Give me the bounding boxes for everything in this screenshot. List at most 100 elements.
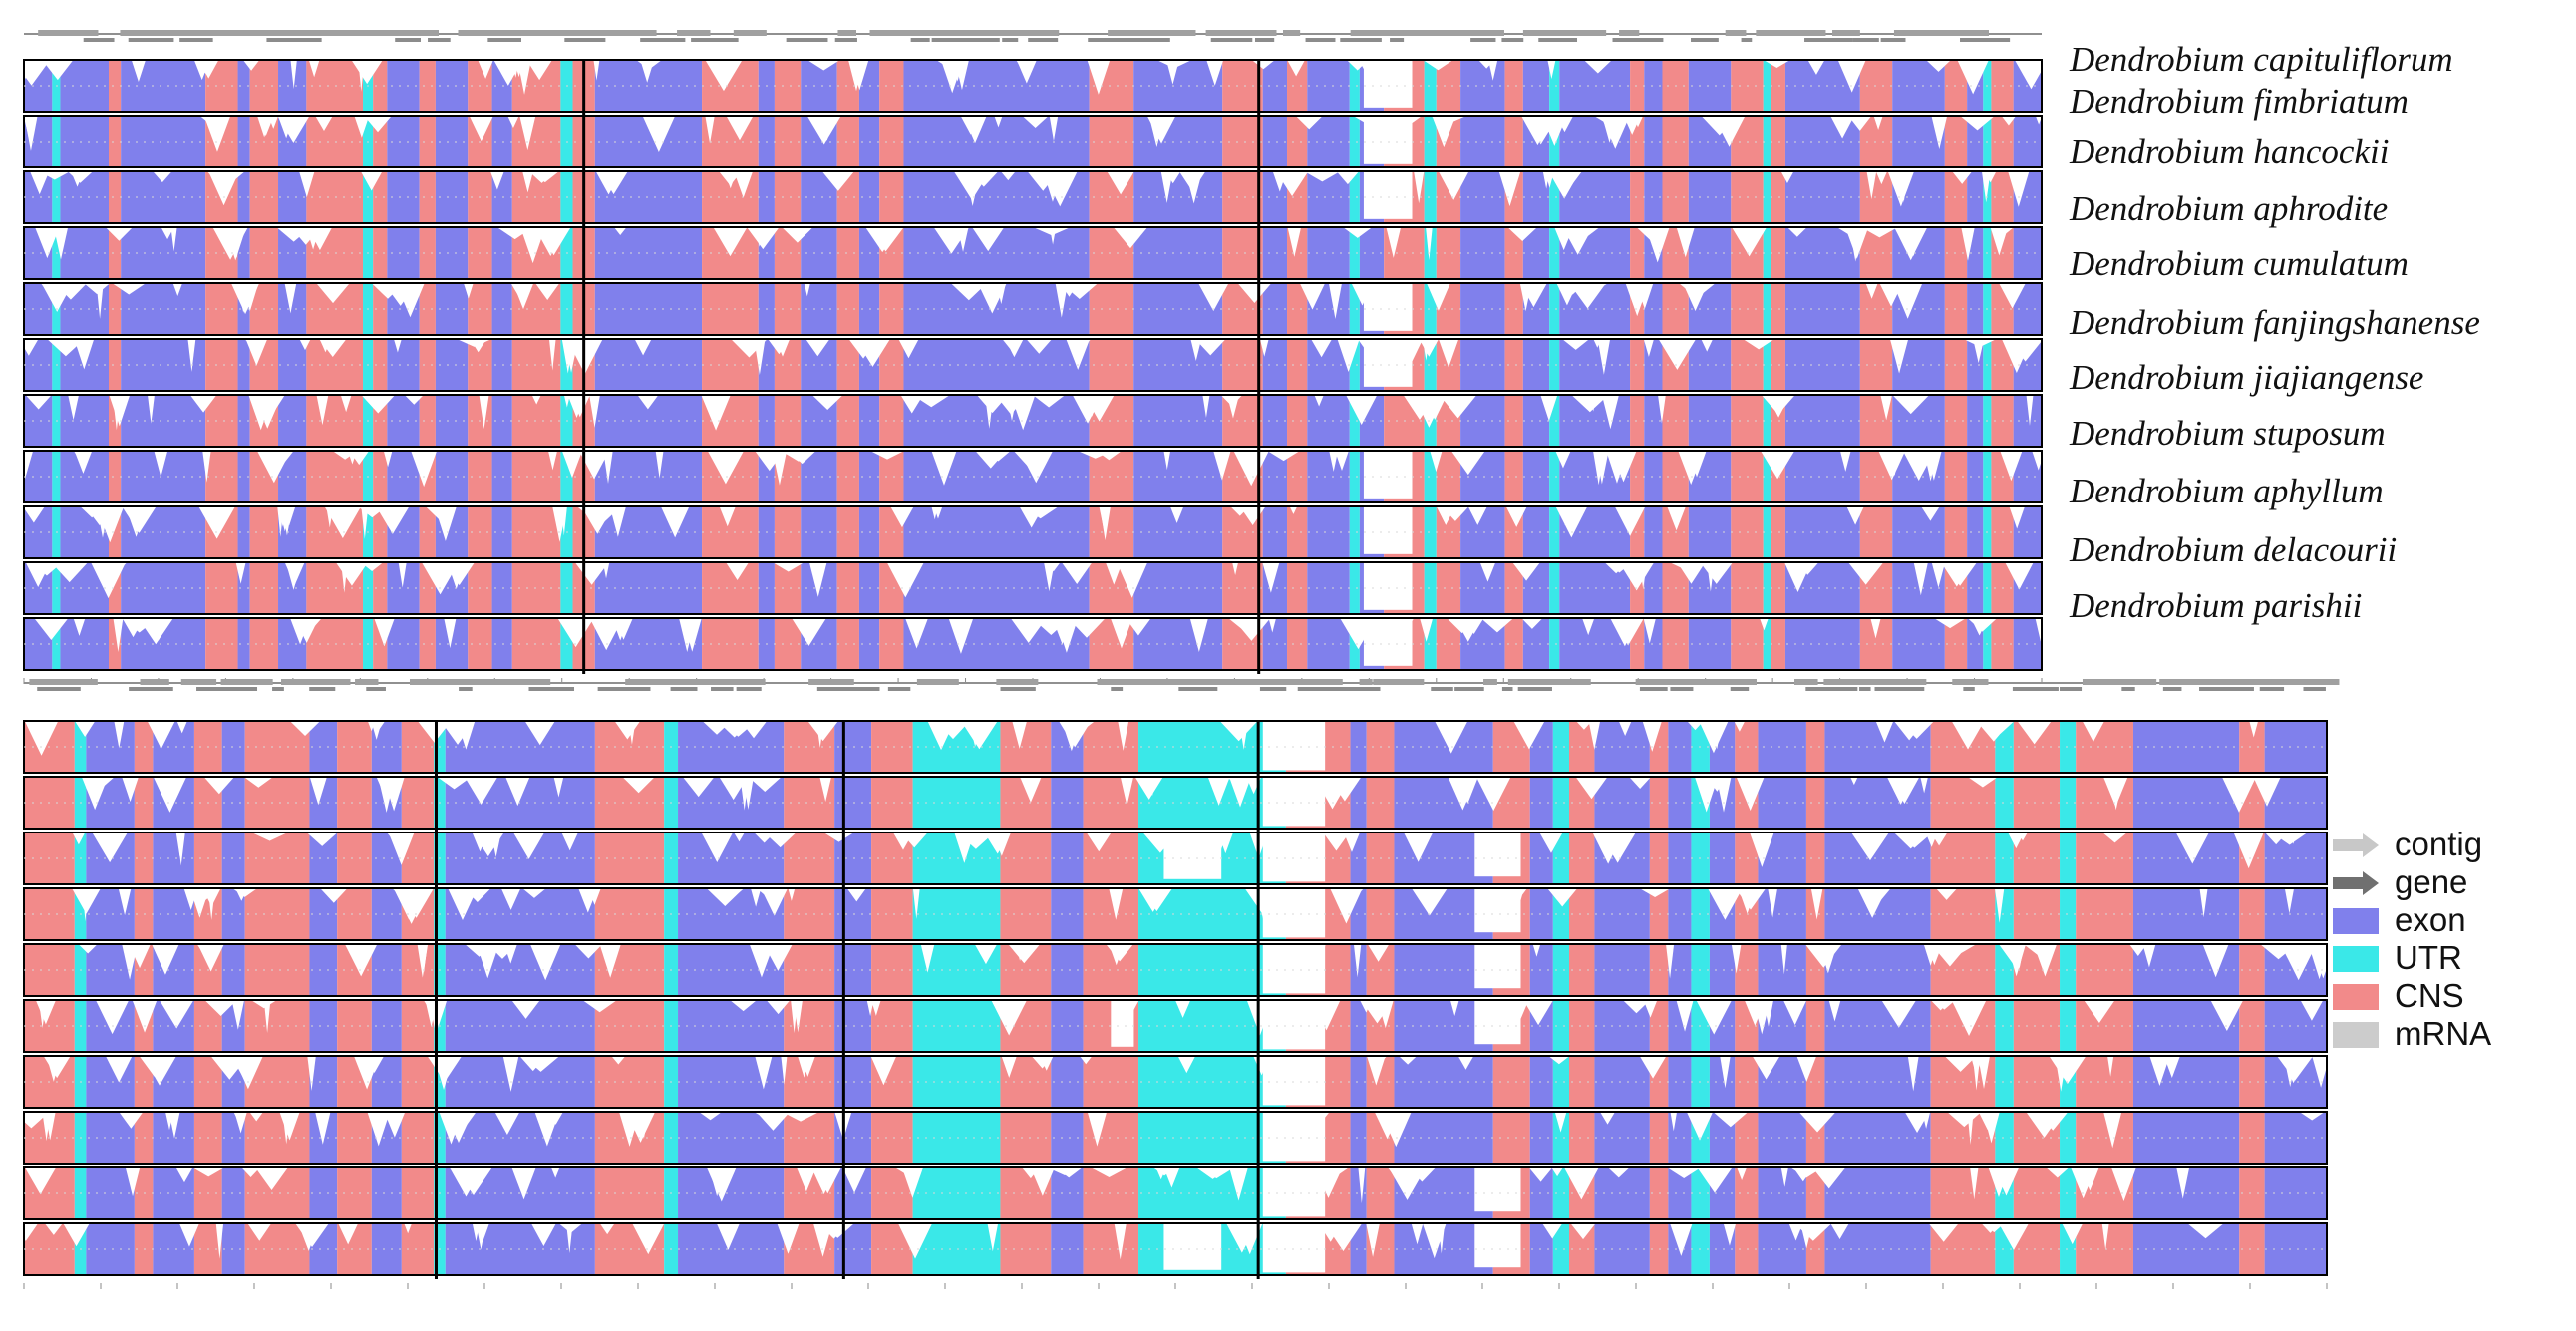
similarity-dip	[112, 283, 147, 295]
exon-marker	[309, 687, 336, 691]
alignment-gap	[1262, 777, 1326, 827]
region-exon	[678, 1000, 785, 1052]
similarity-dip	[74, 721, 96, 738]
region-exon	[594, 339, 703, 391]
legend-item-exon: exon	[2333, 901, 2572, 939]
similarity-dip	[716, 1223, 740, 1250]
region-cns	[2013, 777, 2061, 829]
similarity-dip	[782, 1112, 819, 1122]
species-label: Dendrobium stuposum	[2070, 414, 2386, 453]
similarity-dip	[548, 339, 556, 371]
region-exon	[1307, 395, 1350, 447]
similarity-dip	[360, 171, 383, 191]
similarity-dip	[1058, 721, 1092, 748]
region-exon	[121, 227, 206, 279]
species-label: Dendrobium capituliflorum	[2070, 40, 2453, 79]
similarity-dip	[118, 888, 132, 916]
exon-marker	[697, 38, 716, 42]
region-cns	[1083, 721, 1139, 773]
exon-marker	[128, 38, 148, 42]
similarity-dip	[308, 60, 320, 78]
similarity-dip	[1426, 227, 1433, 261]
similarity-dip	[1229, 1167, 1248, 1201]
region-exon	[1262, 506, 1288, 558]
similarity-dip	[869, 451, 905, 460]
similarity-dip	[505, 777, 530, 807]
gene-arrow	[636, 679, 669, 685]
region-cns	[1569, 1112, 1595, 1164]
similarity-dip	[1642, 721, 1662, 752]
similarity-dip	[1713, 116, 1746, 147]
region-cns	[879, 395, 904, 447]
similarity-dip	[1678, 283, 1716, 298]
region-exon	[60, 60, 110, 112]
gene-arrow	[1135, 679, 1178, 685]
region-cns	[1287, 395, 1308, 447]
similarity-dip	[1512, 562, 1541, 581]
similarity-dip	[1336, 171, 1360, 185]
exon-marker	[1146, 38, 1170, 42]
similarity-dip	[613, 227, 627, 236]
region-exon	[1529, 1112, 1553, 1164]
gene-arrow	[944, 30, 1009, 36]
similarity-dip	[67, 171, 94, 183]
similarity-dip	[637, 395, 659, 410]
exon-marker	[581, 38, 606, 42]
similarity-dip	[1169, 506, 1184, 523]
region-cns	[2076, 1056, 2133, 1108]
similarity-dip	[1737, 1167, 1748, 1180]
gene-arrow	[364, 30, 379, 36]
similarity-dip	[1072, 395, 1104, 424]
similarity-dip	[1100, 506, 1111, 541]
gene-arrow	[41, 30, 99, 36]
exon-marker	[564, 38, 583, 42]
alignment-gap	[1262, 1112, 1326, 1162]
similarity-dip	[1343, 832, 1361, 852]
region-cns	[1630, 60, 1645, 112]
region-cns	[1735, 944, 1759, 996]
similarity-dip	[153, 171, 172, 183]
similarity-dip	[1237, 283, 1272, 303]
region-utr	[1349, 395, 1360, 447]
region-cns	[306, 171, 364, 223]
similarity-dip	[1287, 227, 1302, 257]
similarity-dip	[1582, 618, 1595, 636]
similarity-dip	[1438, 171, 1469, 200]
similarity-dip	[2163, 1056, 2180, 1079]
similarity-dip	[1343, 227, 1373, 238]
alignment-gap	[1262, 1167, 1326, 1217]
similarity-dip	[1528, 1167, 1553, 1182]
similarity-dip	[1881, 1000, 1917, 1028]
similarity-dip	[1107, 171, 1134, 195]
similarity-dip	[176, 832, 185, 866]
similarity-dip	[1935, 888, 1958, 900]
similarity-dip	[91, 562, 128, 579]
similarity-dip	[996, 1000, 1023, 1010]
similarity-dip	[819, 777, 832, 803]
similarity-dip	[197, 944, 224, 972]
similarity-dip	[1810, 888, 1823, 920]
region-cns	[1083, 1056, 1139, 1108]
similarity-dip	[870, 1000, 881, 1016]
region-exon	[1133, 171, 1223, 223]
similarity-dip	[1087, 1112, 1108, 1147]
region-cns	[2239, 1112, 2265, 1164]
similarity-dip	[1880, 395, 1893, 421]
exon-marker	[1538, 687, 1552, 691]
similarity-dip	[1467, 506, 1487, 525]
similarity-dip	[306, 832, 338, 846]
exon-marker	[1088, 38, 1111, 42]
similarity-dip	[1921, 506, 1940, 521]
region-cns	[1569, 1000, 1595, 1052]
region-exon	[1784, 171, 1860, 223]
similarity-dip	[520, 227, 546, 264]
region-utr	[1552, 1167, 1570, 1219]
similarity-dip	[2080, 1167, 2099, 1191]
similarity-dip	[985, 451, 1011, 462]
region-cns	[2239, 1167, 2265, 1219]
alignment-gap	[1363, 618, 1413, 666]
region-utr	[1549, 618, 1560, 670]
similarity-dip	[977, 283, 1007, 314]
exon-marker	[1986, 38, 2011, 42]
similarity-dip	[1952, 171, 1973, 184]
